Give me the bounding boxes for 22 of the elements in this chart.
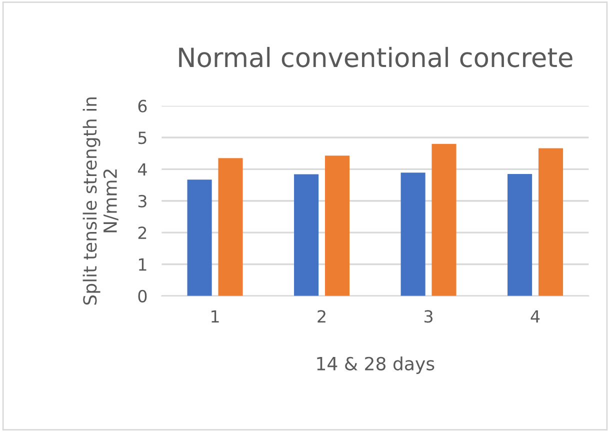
x-tick-label: 3 xyxy=(424,310,432,323)
x-axis-title: 14 & 28 days xyxy=(317,356,434,374)
x-tick-label: 1 xyxy=(212,310,219,322)
bar xyxy=(538,148,564,296)
y-tick-label: 6 xyxy=(138,100,147,112)
bar xyxy=(508,174,532,296)
bar xyxy=(187,180,212,296)
y-tick-label: 0 xyxy=(138,290,147,302)
bar xyxy=(400,172,426,296)
y-axis-title: Split tensile strength in N/mm2 xyxy=(82,97,118,305)
bar xyxy=(432,144,456,296)
x-tick-label: 2 xyxy=(318,310,326,322)
y-tick-label: 4 xyxy=(138,163,147,176)
y-tick-label: 1 xyxy=(138,258,146,271)
y-tick-label: 5 xyxy=(138,132,146,144)
bar xyxy=(218,158,243,296)
y-tick-label: 2 xyxy=(138,226,146,239)
x-tick-label: 4 xyxy=(530,310,540,322)
bar xyxy=(294,174,319,296)
chart-title: Normal conventional concrete xyxy=(179,46,572,68)
y-tick-label: 3 xyxy=(138,194,146,208)
bar xyxy=(324,156,350,296)
